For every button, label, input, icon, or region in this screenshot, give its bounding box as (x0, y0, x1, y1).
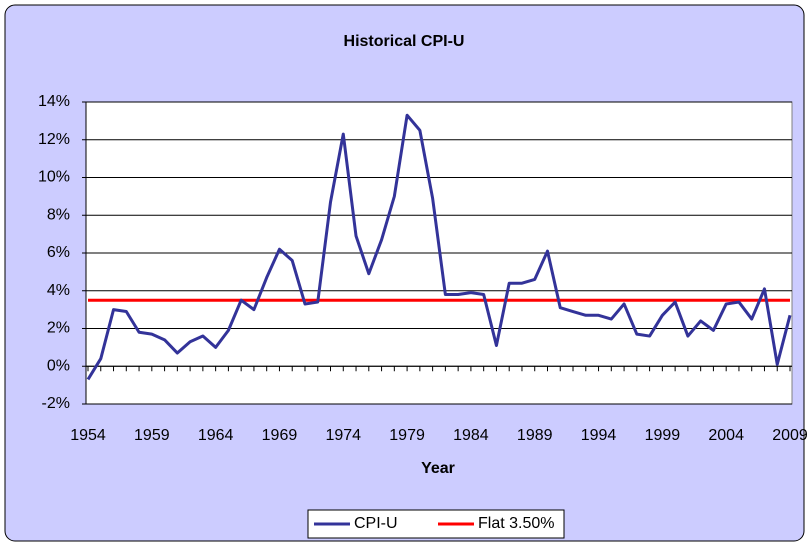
y-tick-label: 8% (47, 206, 70, 223)
y-tick-label: 4% (47, 282, 70, 299)
series-line (86, 113, 792, 381)
x-tick-label: 1964 (198, 427, 234, 444)
x-tick-label: 1959 (134, 427, 170, 444)
x-tick-label: 1974 (325, 427, 361, 444)
y-tick-label: -2% (42, 395, 70, 412)
chart-title: Historical CPI-U (344, 33, 465, 50)
x-axis-title: Year (421, 460, 455, 477)
x-tick-label: 1989 (517, 427, 553, 444)
x-tick-label: 1979 (389, 427, 425, 444)
y-tick-label: 14% (38, 93, 70, 110)
y-tick-label: 0% (47, 357, 70, 374)
y-tick-label: 10% (38, 169, 70, 186)
x-tick-label: 1984 (453, 427, 489, 444)
legend (307, 509, 565, 539)
x-tick-label: 2009 (772, 427, 808, 444)
y-tick-label: 12% (38, 131, 70, 148)
x-tick-label: 1999 (645, 427, 681, 444)
y-tick-label: 2% (47, 320, 70, 337)
y-tick-label: 6% (47, 244, 70, 261)
x-tick-label: 1954 (70, 427, 106, 444)
legend-label: Flat 3.50% (478, 515, 554, 532)
legend-label: CPI-U (354, 515, 398, 532)
x-tick-label: 1969 (262, 427, 298, 444)
x-tick-label: 2004 (708, 427, 744, 444)
x-tick-label: 1994 (581, 427, 617, 444)
